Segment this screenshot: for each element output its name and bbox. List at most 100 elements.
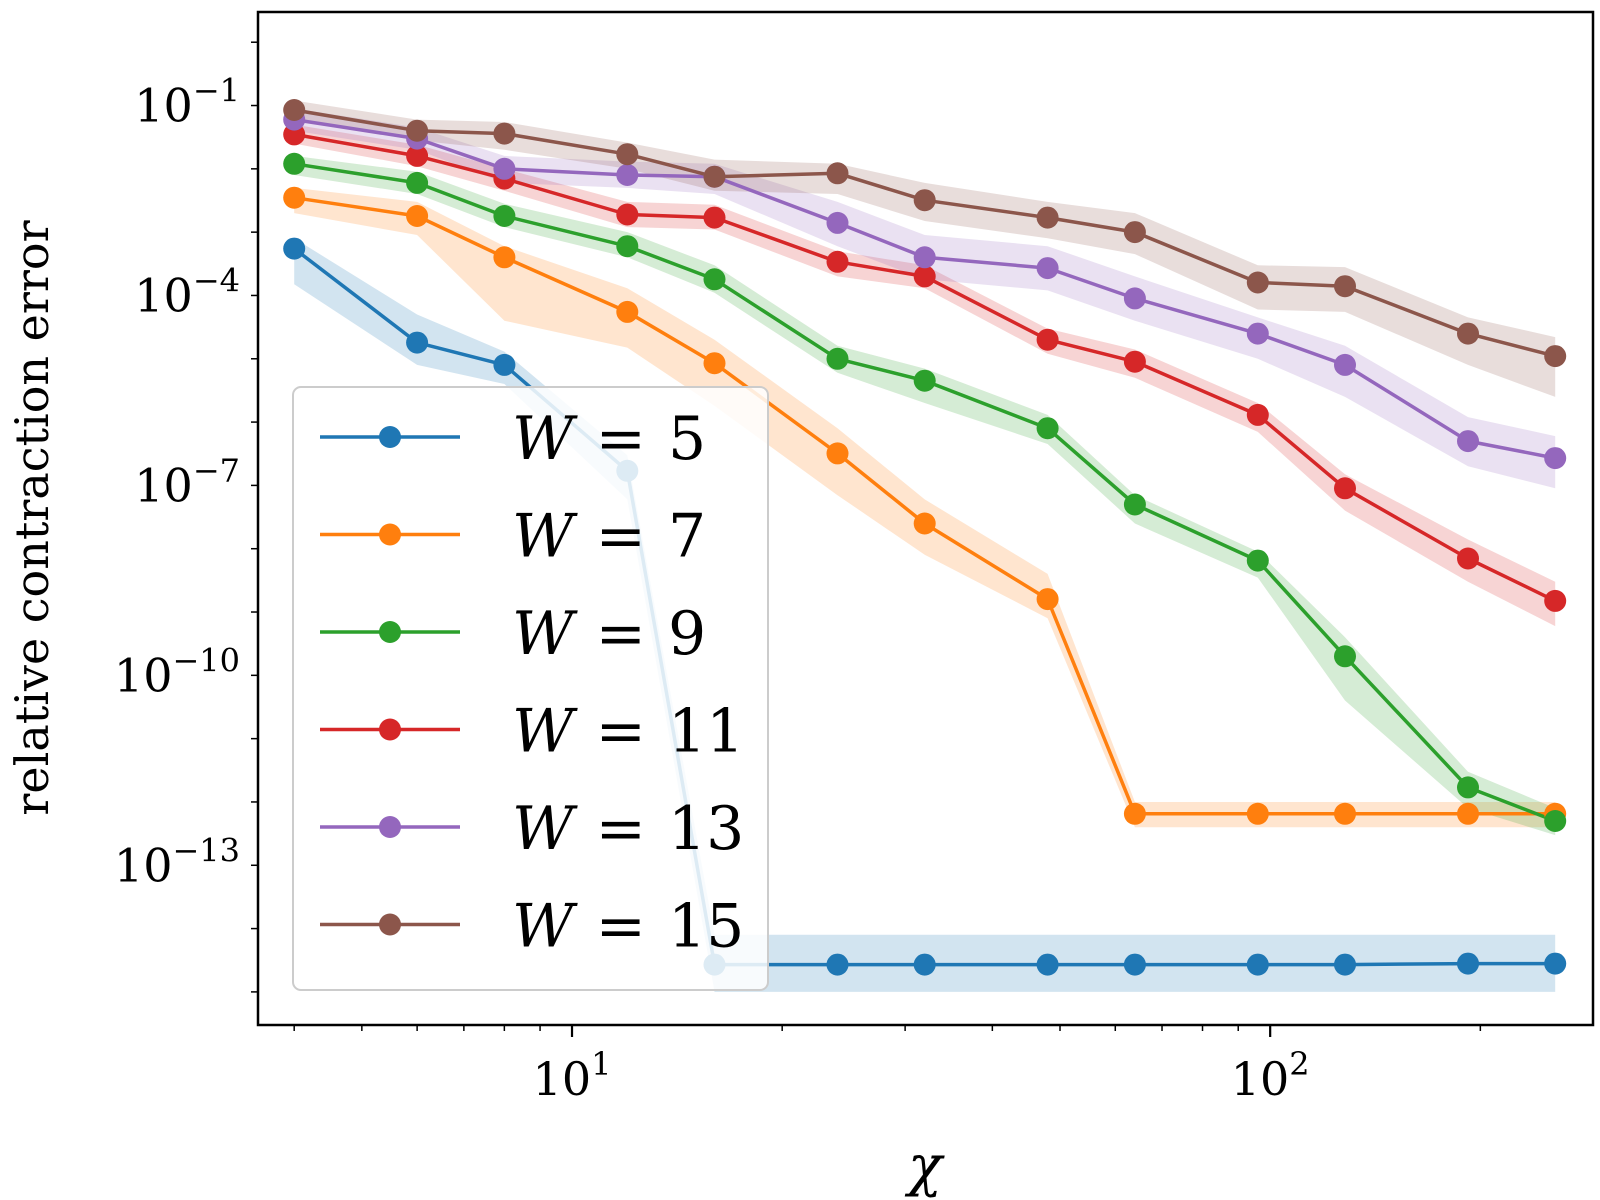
point-w13-24 — [826, 211, 849, 234]
axis-tick-labels: 101 102 10−1 10−4 10−7 10−10 10−13 — [114, 72, 1310, 1106]
point-w15-32 — [913, 189, 936, 212]
point-w7-12 — [616, 300, 639, 323]
point-w11-16 — [703, 206, 726, 229]
point-w7-192 — [1457, 802, 1479, 825]
point-w15-12 — [616, 143, 639, 166]
legend: W = 5 W = 7 W = 9 W = 11 W = 13 W = 15 — [292, 386, 769, 991]
point-w11-64 — [1123, 350, 1146, 373]
legend-label-w9: W = 9 — [512, 599, 706, 669]
point-w11-128 — [1334, 477, 1356, 500]
band-w7 — [294, 187, 1556, 828]
series-markers — [283, 99, 1567, 976]
point-w13-64 — [1123, 287, 1146, 310]
axis-ticks — [251, 41, 1482, 1037]
point-w5-48 — [1036, 953, 1059, 976]
point-w15-96 — [1246, 271, 1269, 294]
point-w7-64 — [1123, 802, 1146, 825]
point-w5-32 — [913, 953, 936, 976]
point-w11-256 — [1544, 589, 1567, 612]
point-w15-48 — [1036, 206, 1059, 229]
point-w13-32 — [913, 246, 936, 269]
point-w11-192 — [1457, 547, 1479, 570]
point-w9-48 — [1036, 417, 1059, 440]
point-w9-64 — [1123, 493, 1146, 516]
point-w9-12 — [616, 235, 639, 258]
point-w13-12 — [616, 164, 639, 186]
point-w5-64 — [1123, 953, 1146, 976]
point-w5-96 — [1246, 953, 1269, 976]
point-w7-96 — [1246, 802, 1269, 825]
point-w11-48 — [1036, 328, 1059, 351]
point-w7-32 — [913, 512, 936, 535]
x-tick-label: 102 — [1231, 1045, 1310, 1106]
point-w7-128 — [1334, 802, 1356, 825]
point-w9-6 — [406, 171, 429, 194]
point-w7-4 — [283, 186, 306, 209]
point-w7-16 — [703, 352, 726, 375]
y-tick-label: 10−7 — [134, 451, 240, 512]
point-w15-192 — [1457, 322, 1479, 345]
point-w5-256 — [1544, 952, 1567, 975]
point-w15-256 — [1544, 345, 1567, 368]
point-w9-256 — [1544, 810, 1567, 832]
point-w5-6 — [406, 331, 429, 354]
point-w9-8 — [493, 205, 516, 227]
point-w13-48 — [1036, 257, 1059, 280]
legend-marker-w7 — [379, 523, 401, 546]
y-tick-label: 10−13 — [114, 831, 240, 892]
point-w15-64 — [1123, 221, 1146, 244]
legend-box — [292, 386, 769, 991]
y-tick-label: 10−10 — [114, 641, 240, 702]
point-w7-6 — [406, 205, 429, 227]
point-w11-12 — [616, 203, 639, 226]
point-w5-8 — [493, 353, 516, 376]
legend-label-w11: W = 11 — [512, 697, 744, 767]
x-axis-label: χ — [904, 1134, 945, 1199]
point-w9-24 — [826, 347, 849, 370]
point-w5-128 — [1334, 953, 1356, 976]
legend-marker-w15 — [379, 913, 401, 936]
point-w15-4 — [283, 99, 306, 121]
point-w13-96 — [1246, 322, 1269, 345]
legend-marker-w11 — [379, 718, 401, 741]
legend-label-w5: W = 5 — [512, 404, 706, 474]
point-w11-96 — [1246, 403, 1269, 426]
point-w5-24 — [826, 953, 849, 976]
y-tick-label: 10−4 — [134, 261, 240, 322]
point-w15-8 — [493, 122, 516, 145]
point-w5-192 — [1457, 952, 1479, 975]
point-w13-256 — [1544, 447, 1567, 470]
point-w9-32 — [913, 369, 936, 392]
point-w9-96 — [1246, 549, 1269, 572]
legend-marker-w5 — [379, 426, 401, 448]
point-w7-8 — [493, 246, 516, 269]
legend-label-w7: W = 7 — [512, 502, 706, 572]
legend-marker-w9 — [379, 621, 401, 643]
point-w15-6 — [406, 119, 429, 142]
point-w9-128 — [1334, 645, 1356, 668]
point-w11-32 — [913, 265, 936, 288]
point-w9-192 — [1457, 776, 1479, 799]
point-w9-16 — [703, 268, 726, 291]
point-w11-24 — [826, 250, 849, 273]
x-tick-label: 101 — [533, 1045, 612, 1106]
point-w15-24 — [826, 162, 849, 185]
point-w9-4 — [283, 152, 306, 175]
point-w15-16 — [703, 165, 726, 188]
point-w11-6 — [406, 144, 429, 167]
point-w13-192 — [1457, 430, 1479, 453]
legend-label-w15: W = 15 — [512, 892, 744, 962]
point-w7-24 — [826, 442, 849, 465]
point-w13-8 — [493, 157, 516, 180]
point-w5-4 — [283, 237, 306, 260]
point-w13-128 — [1334, 353, 1356, 376]
band-w9 — [294, 155, 1556, 836]
legend-label-w13: W = 13 — [512, 794, 744, 864]
y-tick-label: 10−1 — [134, 72, 240, 133]
point-w7-48 — [1036, 588, 1059, 611]
y-axis-label: relative contraction error — [5, 220, 59, 815]
plot-frame — [256, 10, 1595, 1027]
point-w15-128 — [1334, 275, 1356, 298]
